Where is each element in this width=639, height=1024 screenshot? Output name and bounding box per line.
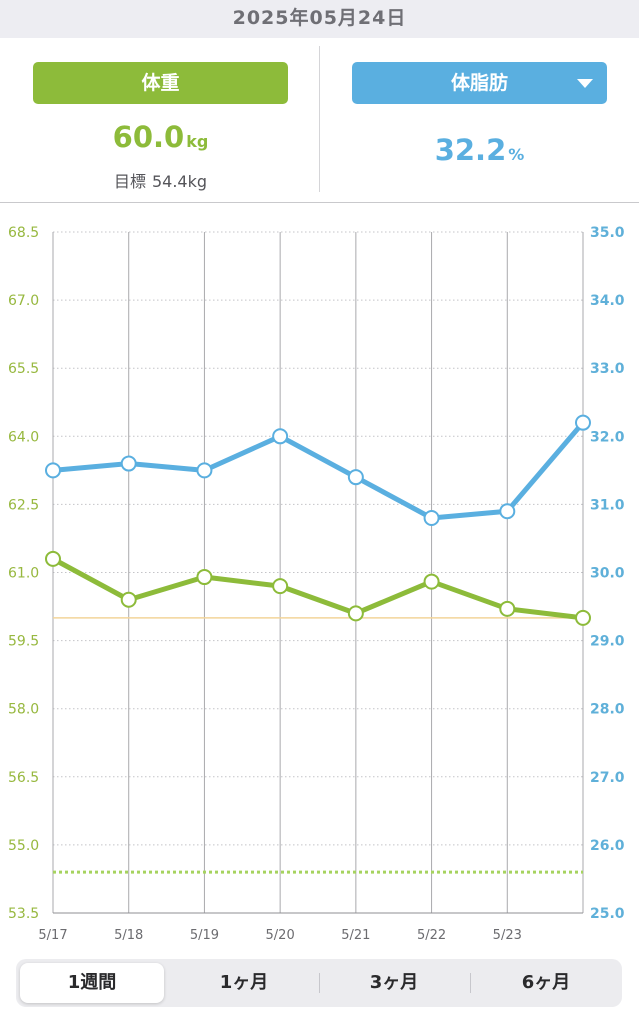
left-axis-tick-label: 65.5 xyxy=(8,361,39,377)
right-axis-tick-label: 33.0 xyxy=(590,361,625,377)
x-axis-tick-label: 5/19 xyxy=(190,928,219,943)
left-axis-tick-label: 56.5 xyxy=(8,770,39,786)
tab-separator xyxy=(319,973,320,993)
left-axis-tick-label: 55.0 xyxy=(8,838,39,854)
body-fat-data-point xyxy=(423,510,440,527)
weight-data-point xyxy=(347,605,364,622)
date-header: 2025年05月24日 xyxy=(0,0,639,38)
tab-1-month[interactable]: 1ヶ月 xyxy=(219,972,269,993)
weight-data-point xyxy=(120,591,137,608)
body-fat-data-point xyxy=(196,462,213,479)
weight-data-point xyxy=(499,600,516,617)
left-axis-tick-label: 61.0 xyxy=(8,566,39,582)
right-axis-tick-label: 31.0 xyxy=(590,497,625,513)
body-fat-data-point xyxy=(45,462,61,479)
left-axis-tick-label: 64.0 xyxy=(8,429,39,445)
right-axis-tick-label: 25.0 xyxy=(590,906,625,922)
weight-value: 60.0 xyxy=(112,120,185,154)
current-weight: 60.0 kg xyxy=(33,120,288,154)
x-axis-tick-label: 5/23 xyxy=(493,928,522,943)
body-fat-dropdown-button[interactable]: 体脂肪 xyxy=(352,62,607,104)
tab-1-week[interactable]: 1週間 xyxy=(20,963,164,1003)
right-axis-tick-label: 34.0 xyxy=(590,293,625,309)
stats-divider xyxy=(319,46,320,192)
right-axis-tick-label: 29.0 xyxy=(590,634,625,650)
current-body-fat: 32.2% xyxy=(352,133,607,167)
tab-3-months[interactable]: 3ヶ月 xyxy=(369,972,419,993)
target-value: 54.4kg xyxy=(151,172,208,191)
body-fat-data-point xyxy=(120,455,137,472)
target-label: 目標 xyxy=(113,172,146,191)
x-axis-tick-label: 5/21 xyxy=(341,928,370,943)
left-axis-tick-label: 53.5 xyxy=(8,906,39,922)
body-fat-label: 体脂肪 xyxy=(450,72,508,94)
body-fat-series-line xyxy=(50,420,586,521)
weight-data-point xyxy=(575,609,591,626)
body-fat-data-point xyxy=(499,503,516,520)
tab-separator xyxy=(470,973,471,993)
body-fat-data-point xyxy=(575,414,591,431)
chevron-down-icon xyxy=(577,79,593,88)
x-axis-tick-label: 5/18 xyxy=(114,928,143,943)
body-fat-data-point xyxy=(272,428,289,445)
left-axis-tick-label: 68.5 xyxy=(8,225,39,241)
right-axis-tick-label: 32.0 xyxy=(590,429,625,445)
tab-6-months[interactable]: 6ヶ月 xyxy=(521,972,571,993)
weight-unit: kg xyxy=(186,132,209,151)
body-fat-value: 32.2 xyxy=(434,133,507,167)
left-axis-tick-label: 58.0 xyxy=(8,702,39,718)
right-axis-tick-label: 30.0 xyxy=(590,566,625,582)
weight-data-point xyxy=(272,578,289,595)
left-axis-tick-label: 67.0 xyxy=(8,293,39,309)
weight-bodyfat-chart: 68.5 67.0 65.5 64.0 62.5 61.0 59.5 58.0 56.5 55.0… xyxy=(8,225,625,943)
stats-panel: 体重 60.0 kg 目標 54.4kg 体脂肪 32.2% xyxy=(0,38,639,203)
left-axis-tick-label: 59.5 xyxy=(8,634,39,650)
left-axis-tick-label: 62.5 xyxy=(8,497,39,513)
right-axis-tick-label: 28.0 xyxy=(590,702,625,718)
target-weight: 目標 54.4kg xyxy=(33,168,288,192)
weight-label-button[interactable]: 体重 xyxy=(33,62,288,104)
period-selector: 1週間 1ヶ月 3ヶ月 6ヶ月 xyxy=(16,959,622,1007)
right-axis-tick-label: 35.0 xyxy=(590,225,625,241)
weight-data-point xyxy=(423,573,440,590)
body-fat-unit: % xyxy=(508,145,525,164)
right-axis-tick-label: 26.0 xyxy=(590,838,625,854)
x-axis-tick-label: 5/20 xyxy=(266,928,295,943)
weight-series-line xyxy=(50,556,586,621)
x-axis-tick-label: 5/17 xyxy=(38,928,67,943)
right-axis-tick-label: 27.0 xyxy=(590,770,625,786)
x-axis-tick-label: 5/22 xyxy=(417,928,446,943)
weight-data-point xyxy=(45,550,61,567)
body-fat-data-point xyxy=(347,469,364,486)
weight-data-point xyxy=(196,569,213,586)
